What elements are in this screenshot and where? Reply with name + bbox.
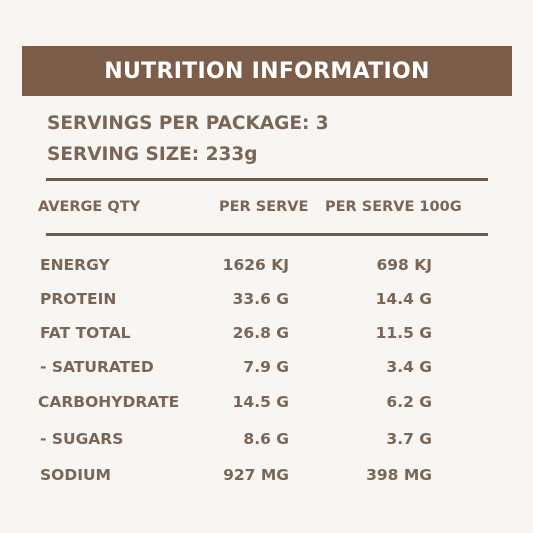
header-per-100g: PER SERVE 100G bbox=[325, 199, 462, 215]
top-divider bbox=[46, 178, 488, 181]
row-name: CARBOHYDRATE bbox=[38, 393, 180, 411]
row-per-100g: 398 MG bbox=[366, 466, 432, 484]
row-per-100g: 6.2 G bbox=[386, 393, 432, 411]
table-row: FAT TOTAL 26.8 G 11.5 G bbox=[0, 324, 533, 346]
header-divider bbox=[46, 233, 488, 236]
table-row: CARBOHYDRATE 14.5 G 6.2 G bbox=[0, 393, 533, 415]
row-per-serve: 26.8 G bbox=[232, 324, 289, 342]
page-title: NUTRITION INFORMATION bbox=[104, 58, 430, 84]
row-per-serve: 927 MG bbox=[223, 466, 289, 484]
row-name: FAT TOTAL bbox=[40, 324, 131, 342]
table-row: - SUGARS 8.6 G 3.7 G bbox=[0, 430, 533, 452]
row-name: PROTEIN bbox=[40, 290, 117, 308]
table-row: SODIUM 927 MG 398 MG bbox=[0, 466, 533, 488]
row-per-100g: 698 KJ bbox=[376, 256, 432, 274]
table-row: - SATURATED 7.9 G 3.4 G bbox=[0, 358, 533, 380]
row-name: - SATURATED bbox=[40, 358, 154, 376]
servings-per-package: SERVINGS PER PACKAGE: 3 bbox=[47, 113, 329, 134]
row-name: SODIUM bbox=[40, 466, 111, 484]
table-row: PROTEIN 33.6 G 14.4 G bbox=[0, 290, 533, 312]
row-per-100g: 11.5 G bbox=[375, 324, 432, 342]
serving-size: SERVING SIZE: 233g bbox=[47, 144, 258, 165]
header-average-qty: AVERGE QTY bbox=[38, 199, 141, 215]
row-per-100g: 14.4 G bbox=[375, 290, 432, 308]
row-per-serve: 8.6 G bbox=[243, 430, 289, 448]
title-banner: NUTRITION INFORMATION bbox=[22, 46, 512, 96]
row-per-serve: 1626 KJ bbox=[222, 256, 289, 274]
row-per-100g: 3.7 G bbox=[386, 430, 432, 448]
header-per-serve: PER SERVE bbox=[219, 199, 309, 215]
table-row: ENERGY 1626 KJ 698 KJ bbox=[0, 256, 533, 278]
row-name: ENERGY bbox=[40, 256, 110, 274]
row-per-serve: 14.5 G bbox=[232, 393, 289, 411]
row-name: - SUGARS bbox=[40, 430, 124, 448]
row-per-100g: 3.4 G bbox=[386, 358, 432, 376]
row-per-serve: 7.9 G bbox=[243, 358, 289, 376]
row-per-serve: 33.6 G bbox=[232, 290, 289, 308]
